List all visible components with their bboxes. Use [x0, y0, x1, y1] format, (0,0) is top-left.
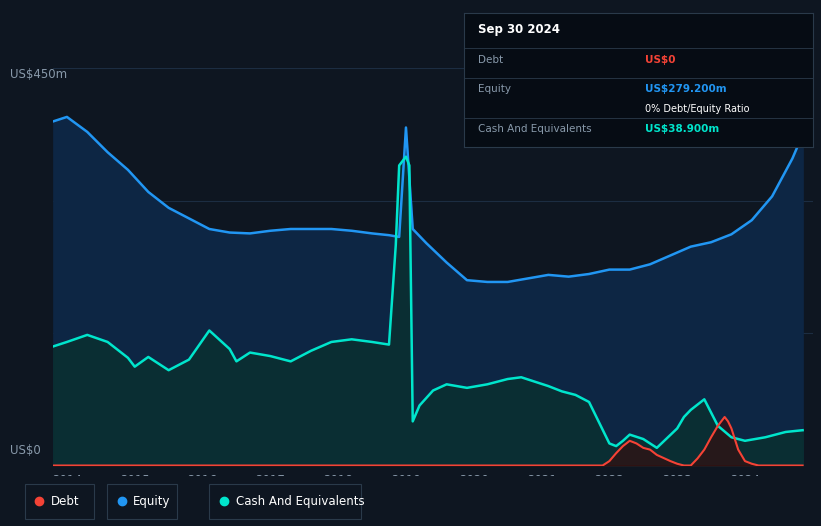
Text: Equity: Equity [133, 494, 171, 508]
Text: US$38.900m: US$38.900m [645, 125, 719, 135]
Text: US$279.200m: US$279.200m [645, 84, 727, 94]
Text: 0% Debt/Equity Ratio: 0% Debt/Equity Ratio [645, 104, 750, 114]
Text: Equity: Equity [478, 84, 511, 94]
Text: US$0: US$0 [645, 55, 676, 65]
Text: US$450m: US$450m [10, 68, 67, 82]
Text: Cash And Equivalents: Cash And Equivalents [478, 125, 591, 135]
Text: US$0: US$0 [10, 444, 40, 458]
Text: Debt: Debt [51, 494, 80, 508]
Text: Sep 30 2024: Sep 30 2024 [478, 23, 560, 36]
Text: Debt: Debt [478, 55, 503, 65]
Text: Cash And Equivalents: Cash And Equivalents [236, 494, 365, 508]
